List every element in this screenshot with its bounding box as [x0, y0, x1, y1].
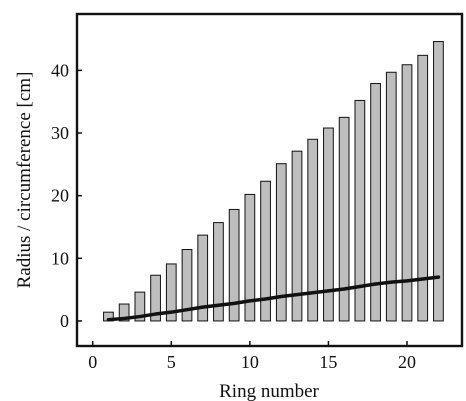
bar: [275, 163, 287, 322]
plot-frame: [75, 12, 464, 348]
y-tick-label: 10: [51, 248, 69, 268]
x-tick-label: 5: [167, 352, 176, 372]
bars-group: [103, 41, 444, 322]
x-tick-label: 0: [88, 352, 97, 372]
bar: [165, 263, 177, 322]
bar: [118, 303, 130, 322]
y-tick-label: 40: [51, 60, 69, 80]
bar: [197, 234, 209, 322]
bar: [370, 83, 381, 322]
lines-group: [106, 275, 441, 322]
y-axis-label: Radius / circumference [cm]: [14, 72, 35, 289]
bar: [338, 116, 350, 322]
bar: [181, 249, 193, 322]
bar: [323, 127, 334, 322]
bar: [260, 180, 271, 322]
y-tick-label: 0: [60, 311, 69, 331]
bar: [385, 71, 397, 322]
bar: [354, 99, 366, 322]
bar: [307, 138, 319, 322]
bar: [401, 64, 413, 322]
bar: [291, 150, 303, 322]
bar: [150, 274, 161, 322]
series-line: [106, 275, 441, 322]
y-tick-label: 20: [51, 186, 69, 206]
x-axis-label: Ring number: [219, 381, 319, 401]
y-tick-label: 30: [51, 123, 69, 143]
bar: [433, 41, 444, 322]
bar: [213, 222, 224, 322]
x-tick-label: 10: [241, 352, 259, 372]
x-axis: 0 5 10 15 20: [88, 341, 416, 372]
x-tick-label: 20: [398, 352, 416, 372]
bar: [228, 208, 240, 322]
bar: [134, 291, 146, 322]
x-tick-label: 15: [319, 352, 337, 372]
y-axis: 0 10 20 30 40: [51, 60, 82, 331]
bar: [417, 54, 429, 322]
bar: [244, 193, 256, 322]
